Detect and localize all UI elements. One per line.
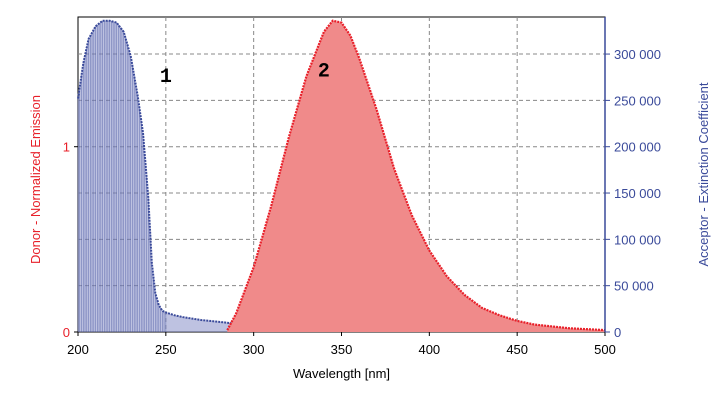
y-right-tick-label: 250 000 xyxy=(614,93,661,108)
y-right-tick-label: 50 000 xyxy=(614,279,654,294)
y-left-tick-label: 0 xyxy=(63,325,70,340)
donor-area xyxy=(227,20,606,332)
x-tick-label: 500 xyxy=(594,342,616,357)
series-annotation-2: 2 xyxy=(318,60,330,83)
x-tick-label: 400 xyxy=(418,342,440,357)
y-right-tick-label: 0 xyxy=(614,325,621,340)
acceptor-line xyxy=(77,19,430,332)
x-tick-label: 200 xyxy=(67,342,89,357)
y-right-axis-title: Acceptor - Extinction Coefficient xyxy=(696,82,711,266)
y-right-tick-label: 100 000 xyxy=(614,232,661,247)
y-left-tick-label: 1 xyxy=(63,140,70,155)
x-axis-title: Wavelength [nm] xyxy=(293,366,390,381)
x-tick-label: 450 xyxy=(506,342,528,357)
y-left-axis-title: Donor - Normalized Emission xyxy=(28,95,43,264)
y-right-tick-label: 150 000 xyxy=(614,186,661,201)
x-tick-label: 350 xyxy=(331,342,353,357)
x-tick-label: 250 xyxy=(155,342,177,357)
series-annotation-1: 1 xyxy=(160,66,172,89)
y-right-tick-label: 200 000 xyxy=(614,140,661,155)
x-tick-label: 300 xyxy=(243,342,265,357)
y-right-tick-label: 300 000 xyxy=(614,47,661,62)
